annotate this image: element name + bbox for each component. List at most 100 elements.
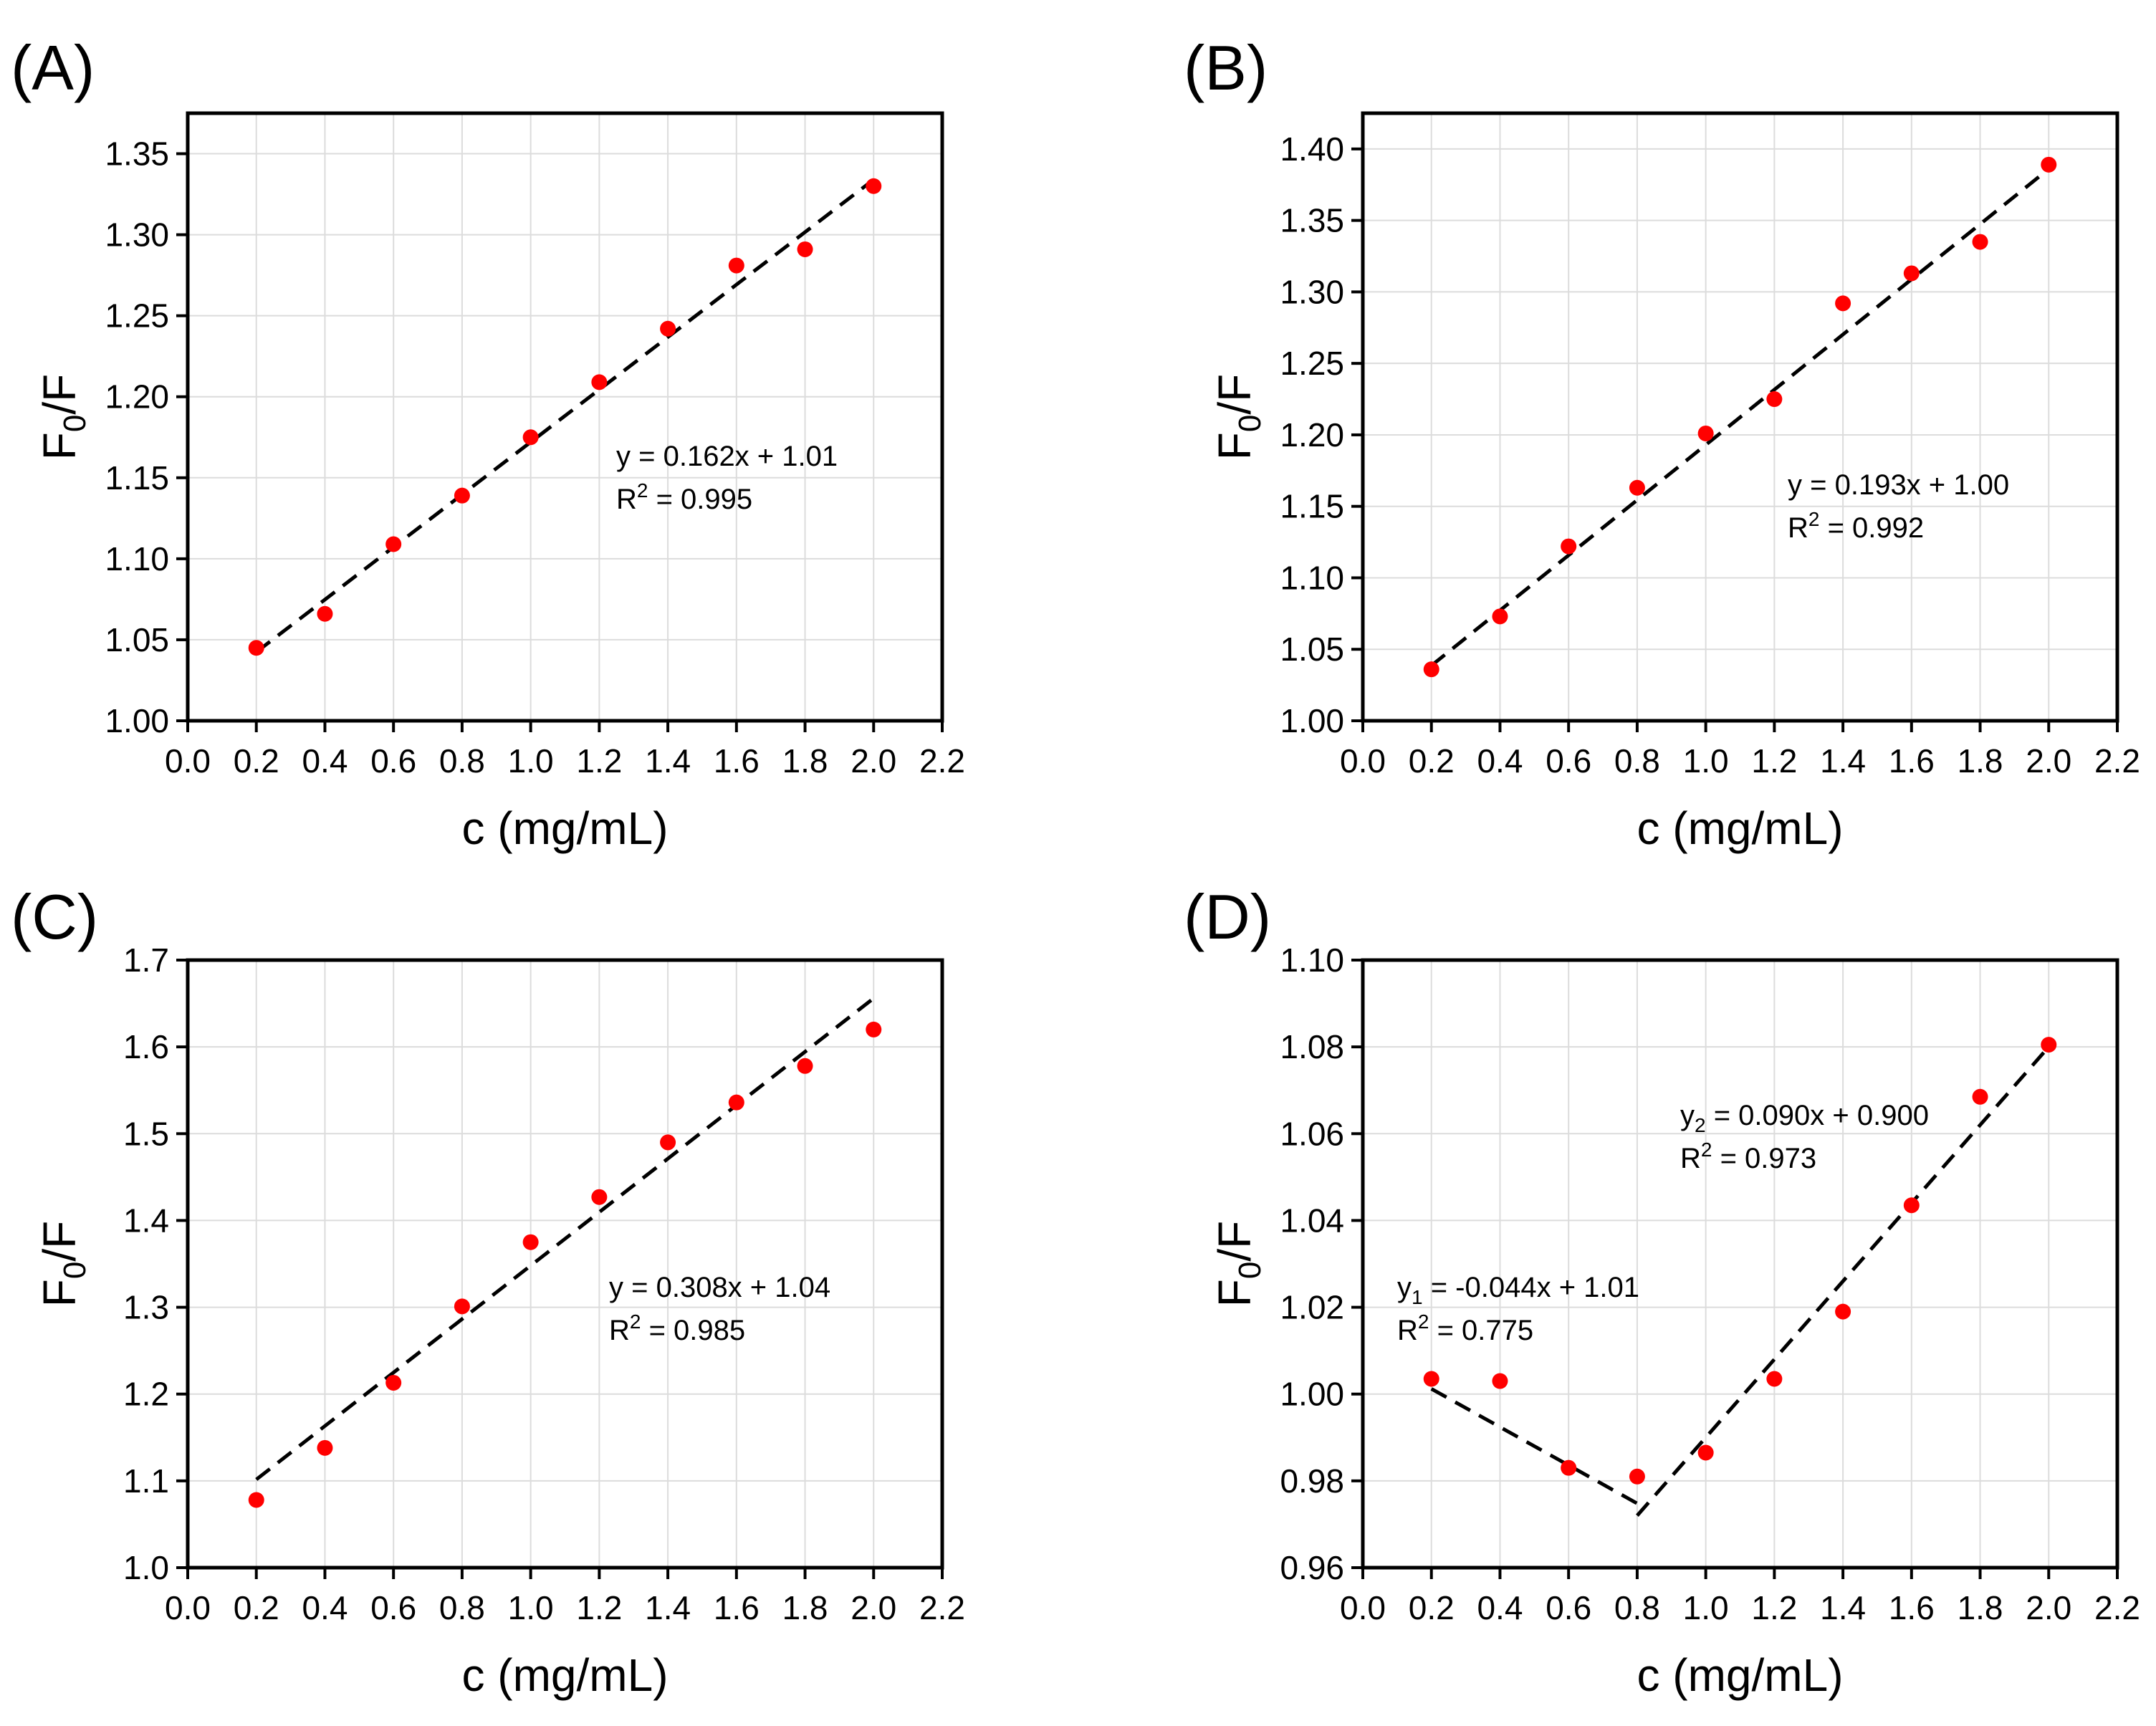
fit-r-squared-1: R2 = 0.985 (609, 1310, 745, 1346)
y-tick-label: 1.05 (1280, 631, 1344, 668)
fit-r-squared-2: R2 = 0.973 (1680, 1138, 1816, 1174)
x-tick-label: 0.8 (1614, 1589, 1660, 1626)
plot-frame (1361, 958, 2119, 1570)
x-tick-label: 0.8 (1614, 742, 1660, 780)
data-point (660, 320, 676, 337)
x-tick-label: 2.2 (2094, 742, 2140, 780)
data-point (728, 257, 744, 274)
y-tick-label: 1.00 (105, 702, 169, 739)
x-tick-label: 1.6 (1889, 1589, 1935, 1626)
x-axis-title: c (mg/mL) (462, 802, 669, 854)
data-point (522, 1234, 539, 1250)
data-point (797, 1058, 813, 1074)
x-tick-label: 2.0 (851, 742, 896, 780)
y-axis-title: F0/F (1209, 374, 1268, 460)
data-point (454, 1298, 470, 1315)
x-tick-label: 1.4 (1820, 742, 1866, 780)
y-tick-label: 1.20 (1280, 416, 1344, 454)
x-tick-label: 0.2 (1409, 742, 1455, 780)
fit-equation-1: y1 = -0.044x + 1.01 (1397, 1272, 1639, 1308)
y-tick-label: 1.2 (123, 1376, 169, 1413)
data-point (385, 1374, 402, 1391)
data-point (866, 178, 882, 194)
data-point (1835, 295, 1851, 312)
grid (1362, 959, 2118, 1568)
x-tick-label: 1.6 (714, 742, 760, 780)
data-point (1423, 661, 1439, 678)
data-point (1561, 1459, 1577, 1476)
fit-line-1 (1430, 1387, 1639, 1505)
x-tick-label: 2.2 (2094, 1589, 2140, 1626)
fit-line-1 (255, 997, 875, 1481)
x-tick-label: 0.8 (439, 742, 485, 780)
data-point (1903, 265, 1920, 282)
y-tick-label: 1.15 (105, 459, 169, 497)
x-tick-label: 0.6 (370, 742, 416, 780)
y-tick-label: 1.35 (105, 135, 169, 173)
x-tick-label: 1.8 (1958, 742, 2003, 780)
data-point (660, 1134, 676, 1151)
x-tick-label: 2.2 (919, 1589, 965, 1626)
x-tick-label: 1.4 (645, 1589, 691, 1626)
y-tick-label: 1.25 (105, 297, 169, 335)
x-tick-label: 1.0 (1683, 742, 1729, 780)
x-tick-label: 1.8 (1958, 1589, 2003, 1626)
data-point (591, 1189, 608, 1205)
x-tick-label: 0.2 (1409, 1589, 1455, 1626)
data-point (1492, 1373, 1508, 1389)
panel-label: (A) (11, 32, 95, 103)
x-axis-title: c (mg/mL) (1637, 1649, 1844, 1701)
y-tick-label: 1.3 (123, 1289, 169, 1326)
panel-label: (B) (1184, 32, 1268, 103)
x-tick-label: 0.6 (1546, 1589, 1591, 1626)
data-point (248, 1492, 264, 1508)
y-tick-label: 1.4 (123, 1202, 169, 1239)
fit-equation-2: y2 = 0.090x + 0.900 (1680, 1100, 1929, 1136)
y-tick-label: 1.10 (105, 540, 169, 577)
data-point (591, 374, 608, 390)
data-point (2041, 1037, 2057, 1053)
chart-panel-d: 0.0 0.2 0.4 0.6 0.8 1.0 1.2 1.4 1.6 1.8 2.0 2.2 0.96… (1184, 881, 2140, 1701)
y-tick-label: 1.30 (1280, 273, 1344, 310)
x-tick-label: 0.0 (165, 742, 211, 780)
data-point (797, 241, 813, 257)
plot-frame (186, 958, 944, 1570)
y-tick-label: 1.20 (105, 378, 169, 416)
data-point (1972, 1088, 1988, 1105)
y-tick-label: 1.00 (1280, 702, 1344, 739)
y-tick-label: 1.1 (123, 1462, 169, 1500)
x-tick-label: 0.4 (302, 1589, 348, 1626)
x-tick-label: 1.4 (1820, 1589, 1866, 1626)
data-point (385, 536, 402, 552)
y-tick-label: 0.96 (1280, 1549, 1344, 1586)
y-axis-title: F0/F (34, 374, 92, 460)
chart-panel-a: 0.0 0.2 0.4 0.6 0.8 1.0 1.2 1.4 1.6 1.8 2.0 2.2 1.00… (11, 32, 965, 854)
x-tick-label: 0.6 (370, 1589, 416, 1626)
data-point (1492, 608, 1508, 625)
fit-r-squared-1: R2 = 0.992 (1788, 508, 1924, 544)
data-point (866, 1021, 882, 1037)
data-point (728, 1094, 744, 1111)
grid (1362, 113, 2118, 721)
x-tick-label: 1.0 (1683, 1589, 1729, 1626)
y-tick-label: 0.98 (1280, 1462, 1344, 1500)
x-tick-label: 1.8 (782, 742, 828, 780)
data-point (2041, 156, 2057, 173)
y-tick-label: 1.06 (1280, 1115, 1344, 1152)
chart-panel-b: 0.0 0.2 0.4 0.6 0.8 1.0 1.2 1.4 1.6 1.8 2.0 2.2 1.00… (1184, 32, 2140, 854)
data-point (1423, 1371, 1439, 1387)
panel-label: (D) (1184, 881, 1271, 952)
x-tick-label: 1.2 (1751, 1589, 1797, 1626)
x-tick-label: 2.0 (2026, 742, 2071, 780)
data-point (1835, 1303, 1851, 1320)
fit-r-squared-1: R2 = 0.775 (1397, 1310, 1533, 1346)
x-tick-label: 0.2 (234, 1589, 279, 1626)
y-tick-label: 1.6 (123, 1028, 169, 1065)
x-tick-label: 0.0 (1340, 1589, 1386, 1626)
x-tick-label: 0.6 (1546, 742, 1591, 780)
data-point (1903, 1197, 1920, 1214)
data-point (248, 640, 264, 656)
plot-frame (1361, 111, 2119, 723)
fit-line-1 (1430, 167, 2050, 667)
